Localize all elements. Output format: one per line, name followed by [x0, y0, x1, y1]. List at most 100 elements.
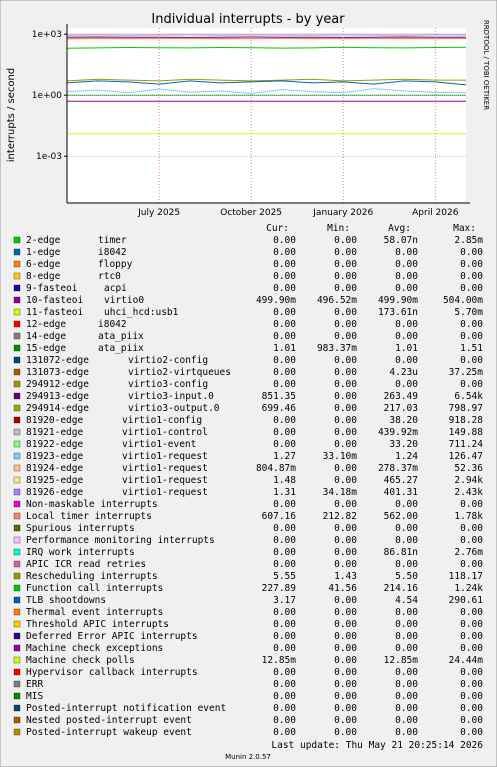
legend-value: 0.00: [460, 667, 483, 678]
legend-value: 0.00: [395, 259, 418, 270]
legend-value: 290.61: [449, 595, 484, 606]
legend-label: Machine check polls: [26, 655, 135, 666]
legend-value: 0.00: [273, 535, 296, 546]
legend-value: 798.97: [449, 403, 483, 414]
legend-value: 496.52m: [317, 295, 357, 306]
legend-value: 0.00: [334, 427, 357, 438]
legend-value: 0.00: [334, 415, 357, 426]
legend-swatch: [13, 296, 21, 304]
legend-value: 0.00: [395, 631, 418, 642]
legend-swatch: [13, 308, 21, 316]
legend-description: virtio1-event: [122, 439, 196, 450]
legend-label: 294912-edge: [26, 379, 89, 390]
legend-label: 81924-edge: [26, 463, 83, 474]
legend-value: 0.00: [273, 415, 296, 426]
legend-value: 0.00: [273, 643, 296, 654]
legend-value: 0.00: [460, 703, 483, 714]
legend-swatch: [13, 680, 21, 688]
legend-swatch: [13, 644, 21, 652]
legend-swatch: [13, 632, 21, 640]
legend-value: 0.00: [334, 679, 357, 690]
legend-swatch: [13, 572, 21, 580]
legend-swatch: [13, 716, 21, 724]
legend-value: 0.00: [273, 607, 296, 618]
legend-label: TLB shootdowns: [26, 595, 106, 606]
legend-label: Hypervisor callback interrupts: [26, 667, 198, 678]
legend-swatch: [13, 692, 21, 700]
legend-value: 0.00: [395, 679, 418, 690]
legend-value: 12.85m: [384, 655, 419, 666]
legend-description: timer: [98, 235, 127, 246]
legend-swatch: [13, 380, 21, 388]
y-tick-label: 1e-03: [36, 152, 62, 162]
legend-label: Non-maskable interrupts: [26, 499, 158, 510]
series-line: [67, 78, 466, 82]
legend-label: 294914-edge: [26, 403, 89, 414]
legend-value: 3.17: [273, 595, 296, 606]
legend-value: 217.03: [384, 403, 418, 414]
legend-value: 499.90m: [378, 295, 418, 306]
legend-value: 149.88: [449, 427, 484, 438]
legend-label: Function call interrupts: [26, 583, 163, 594]
column-header: Avg:: [388, 223, 411, 234]
legend-description: ata_piix: [98, 343, 144, 354]
legend-value: 227.89: [262, 583, 297, 594]
watermark: RRDTOOL / TOBI OETIKER: [482, 20, 490, 110]
legend-value: 2.85m: [454, 235, 483, 246]
legend-value: 0.00: [273, 631, 296, 642]
legend-value: 0.00: [334, 523, 357, 534]
chart-title: Individual interrupts - by year: [151, 12, 345, 27]
legend-swatch: [13, 668, 21, 676]
legend-value: 214.16: [384, 583, 419, 594]
legend-value: 52.36: [454, 463, 483, 474]
legend-description: i8042: [98, 247, 127, 258]
legend-value: 0.00: [334, 547, 357, 558]
legend-value: 1.43: [334, 571, 357, 582]
legend-value: 0.00: [334, 391, 357, 402]
legend-value: 4.23u: [389, 367, 418, 378]
series-line: [67, 88, 466, 95]
legend-swatch: [13, 416, 21, 424]
legend-value: 0.00: [395, 703, 418, 714]
legend-label: 81922-edge: [26, 439, 83, 450]
column-header: Max:: [453, 223, 476, 234]
legend-value: 24.44m: [449, 655, 484, 666]
legend-value: 0.00: [334, 331, 357, 342]
legend-value: 34.18m: [323, 487, 358, 498]
legend-value: 0.00: [460, 727, 483, 738]
legend-value: 0.00: [334, 475, 357, 486]
x-tick-label: April 2026: [412, 208, 459, 218]
legend-value: 804.87m: [256, 463, 296, 474]
series-line: [67, 80, 466, 86]
legend-swatch: [13, 500, 21, 508]
legend-label: 11-fasteoi: [26, 307, 83, 318]
legend-label: 131073-edge: [26, 367, 89, 378]
legend-swatch: [13, 236, 21, 244]
legend-value: 173.61n: [378, 307, 418, 318]
legend-value: 0.00: [460, 619, 483, 630]
legend-value: 278.37m: [378, 463, 418, 474]
x-tick-label: July 2025: [137, 208, 180, 218]
legend-value: 37.25m: [449, 367, 484, 378]
legend-value: 0.00: [460, 523, 483, 534]
legend-value: 58.07n: [384, 235, 418, 246]
legend-value: 0.00: [273, 619, 296, 630]
legend-value: 0.00: [395, 559, 418, 570]
legend-label: 81921-edge: [26, 427, 83, 438]
legend-value: 0.00: [460, 355, 483, 366]
plot-area: [67, 28, 466, 203]
legend-value: 0.00: [395, 283, 418, 294]
legend-swatch: [13, 356, 21, 364]
legend-value: 0.00: [395, 727, 418, 738]
legend-swatch: [13, 452, 21, 460]
legend-swatch: [13, 584, 21, 592]
footer: Munin 2.0.57: [225, 753, 271, 761]
legend-value: 1.78k: [454, 511, 483, 522]
last-update: Last update: Thu May 21 20:25:14 2026: [271, 740, 483, 751]
legend-label: 8-edge: [26, 271, 61, 282]
legend-value: 12.85m: [262, 655, 297, 666]
legend-value: 0.00: [395, 619, 418, 630]
legend-label: 2-edge: [26, 235, 61, 246]
legend-value: 0.00: [334, 271, 357, 282]
legend-value: 0.00: [334, 247, 357, 258]
